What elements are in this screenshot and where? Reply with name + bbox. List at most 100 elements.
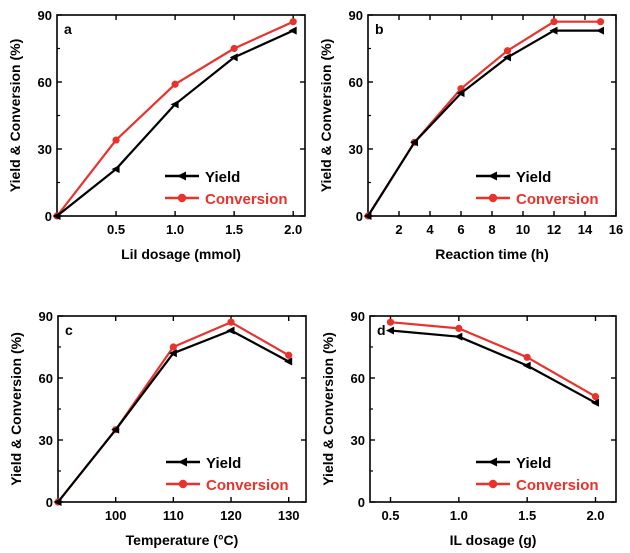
chart-panel-a: 0 30 60 90 0.5 1.0 1.5 2.0 LiI dosage (mmol) Yiel… <box>7 8 306 262</box>
x-tick-label: 1.5 <box>225 222 243 237</box>
x-tick-label: 2.0 <box>586 508 604 523</box>
conversion-point <box>230 44 238 53</box>
conversion-point <box>591 393 600 401</box>
yield-point <box>522 361 531 370</box>
x-tick-label: 0.5 <box>381 508 399 523</box>
conversion-point <box>112 136 120 144</box>
y-tick-label: 60 <box>351 371 365 386</box>
x-tick-label: 130 <box>278 508 300 523</box>
legend-yield-marker <box>177 171 186 181</box>
y-tick-label: 0 <box>46 495 53 510</box>
y-tick-label: 90 <box>349 8 363 23</box>
x-axis-title: Temperature (°C) <box>126 532 239 548</box>
legend-yield-label: Yield <box>516 455 551 472</box>
y-tick-label: 90 <box>351 309 365 324</box>
legend-conversion-label: Conversion <box>206 477 289 494</box>
y-tick-label: 60 <box>39 371 53 386</box>
conversion-point <box>550 18 558 26</box>
x-tick-label: 14 <box>578 222 593 237</box>
y-tick-label: 60 <box>38 75 52 90</box>
x-tick-label: 1.0 <box>166 222 184 237</box>
x-tick-label: 16 <box>609 222 623 237</box>
yield-point <box>596 26 604 35</box>
y-tick-label: 0 <box>356 209 363 224</box>
yield-point <box>288 26 297 35</box>
yield-point <box>53 498 62 506</box>
series-line-conversion <box>390 321 597 398</box>
yield-point <box>410 138 418 147</box>
legend-conversion-marker <box>177 193 187 203</box>
yield-point <box>111 425 120 434</box>
x-tick-label: 110 <box>163 508 184 523</box>
y-tick-label: 30 <box>349 142 363 157</box>
yield-point <box>52 212 61 220</box>
yield-point <box>454 332 463 341</box>
conversion-point <box>503 47 512 55</box>
y-tick-label: 30 <box>351 433 365 448</box>
x-tick-label: 2.0 <box>284 222 302 237</box>
x-tick-label: 4 <box>426 222 434 237</box>
y-tick-label: 0 <box>45 209 52 224</box>
legend-yield-label: Yield <box>516 169 551 186</box>
x-tick-label: 10 <box>516 222 530 237</box>
conversion-point <box>171 80 179 88</box>
yield-point <box>170 100 179 109</box>
legend-yield-label: Yield <box>205 169 240 186</box>
chart-panel-c: 0 30 60 90 100 110 120 130 Temperature (°C) Yield… <box>8 309 307 548</box>
yield-point <box>111 165 120 174</box>
y-axis-title: Yield & Conversion (%) <box>320 332 336 486</box>
x-tick-label: 100 <box>105 508 127 523</box>
series-line-yield <box>390 329 597 404</box>
legend-yield-marker <box>488 457 497 467</box>
conversion-point <box>386 318 395 326</box>
x-tick-label: 1.0 <box>450 508 468 523</box>
x-tick-label: 120 <box>220 508 242 523</box>
yield-point <box>363 212 372 220</box>
yield-point <box>456 89 465 98</box>
x-tick-label: 2 <box>395 222 402 237</box>
panel-label: b <box>375 21 384 37</box>
legend-conversion-label: Conversion <box>516 477 599 494</box>
panel-label: d <box>377 322 386 338</box>
legend-conversion-marker <box>488 479 498 489</box>
series-line-yield <box>56 29 294 217</box>
x-axis-title: IL dosage (g) <box>450 532 537 548</box>
x-tick-label: 8 <box>488 222 495 237</box>
chart-panel-d: 0 30 60 90 0.5 1.0 1.5 2.0 IL dosage (g) Yield & … <box>320 309 617 548</box>
panel-label: a <box>64 21 72 37</box>
y-tick-label: 0 <box>358 495 365 510</box>
y-axis-title: Yield & Conversion (%) <box>318 39 334 193</box>
x-axis-title: LiI dosage (mmol) <box>121 246 241 262</box>
conversion-point <box>455 324 463 332</box>
conversion-point <box>289 18 297 26</box>
y-axis-title: Yield & Conversion (%) <box>8 332 24 486</box>
y-axis-title: Yield & Conversion (%) <box>7 39 23 193</box>
y-tick-label: 90 <box>38 8 52 23</box>
conversion-point <box>285 351 293 359</box>
yield-point <box>229 53 238 62</box>
yield-point <box>386 326 394 335</box>
conversion-point <box>523 353 531 361</box>
y-tick-label: 90 <box>39 309 53 324</box>
x-tick-label: 12 <box>547 222 561 237</box>
yield-point <box>226 326 235 335</box>
y-tick-label: 60 <box>349 75 363 90</box>
legend-yield-label: Yield <box>206 455 241 472</box>
plot-frame <box>367 14 617 217</box>
y-tick-label: 30 <box>38 142 52 157</box>
yield-point <box>168 349 177 358</box>
y-tick-label: 30 <box>39 433 53 448</box>
series-line-yield <box>367 29 601 217</box>
yield-point <box>591 398 599 407</box>
x-tick-label: 1.5 <box>518 508 536 523</box>
chart-panel-b: 0 30 60 90 2 4 6 8 10 12 14 16 Reaction time (h) Yiel… <box>318 8 623 262</box>
yield-point <box>284 357 293 366</box>
legend-conversion-marker <box>488 193 498 203</box>
conversion-point <box>169 343 177 351</box>
panel-label: c <box>65 322 73 338</box>
x-axis-title: Reaction time (h) <box>435 246 549 262</box>
legend-yield-marker <box>178 457 187 467</box>
x-tick-label: 6 <box>457 222 464 237</box>
legend-conversion-label: Conversion <box>516 191 599 208</box>
legend-yield-marker <box>488 171 497 181</box>
